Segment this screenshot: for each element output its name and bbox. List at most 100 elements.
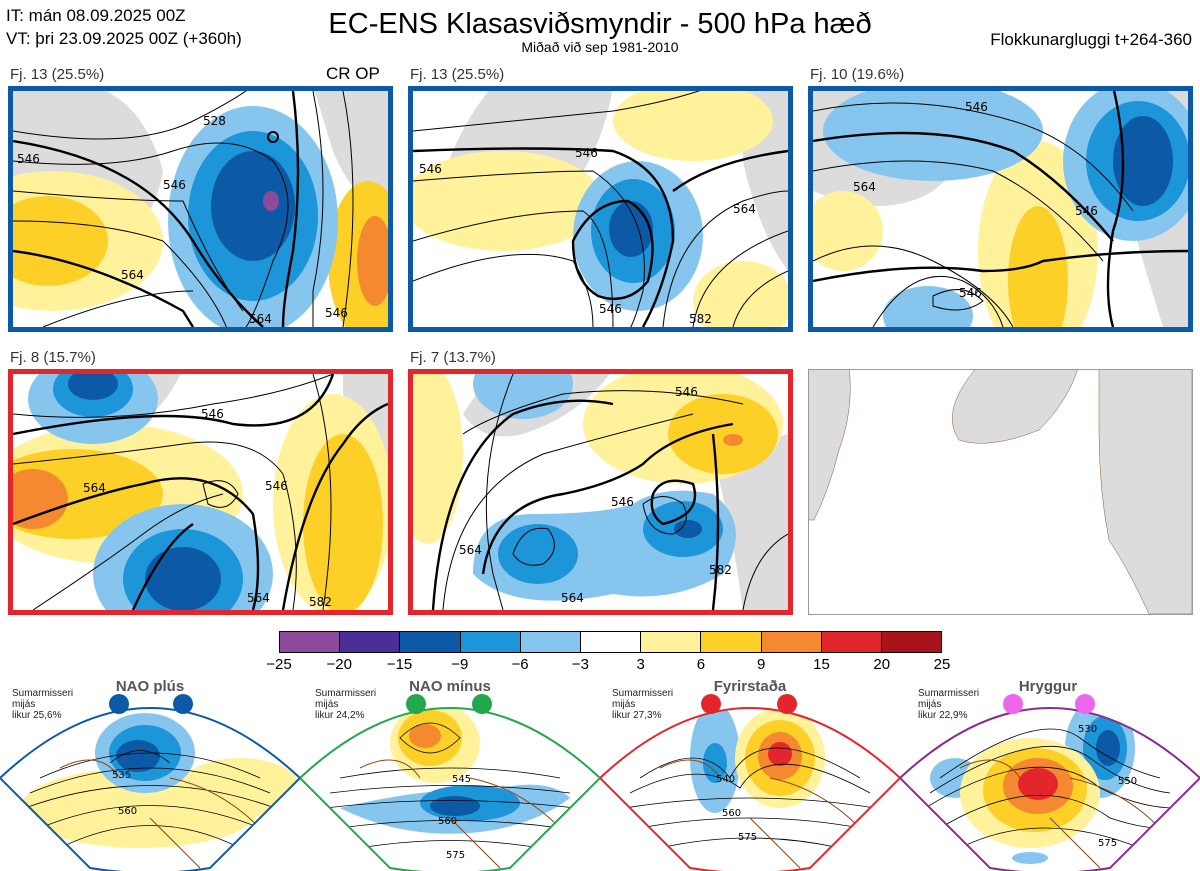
contour-label: 564 — [249, 312, 272, 326]
contour-label: 545 — [452, 774, 471, 785]
regime-map-svg: 535 560 — [0, 707, 300, 871]
low-center — [267, 131, 279, 143]
anomaly-negative-core — [703, 743, 727, 783]
init-time: IT: mán 08.09.2025 00Z — [6, 6, 186, 25]
contour-label: 564 — [459, 543, 482, 557]
anomaly-negative-south-core — [145, 547, 221, 610]
cluster-map-1[interactable]: 546 528 546 564 564 546 — [8, 86, 393, 332]
anomaly-positive-core — [1018, 768, 1058, 800]
cluster-map-3[interactable]: 546 564 546 546 — [808, 86, 1193, 332]
contour-label: 560 — [438, 816, 457, 827]
panel-3-label: Fj. 10 (19.6%) — [810, 66, 905, 83]
contour-label: 546 — [959, 286, 982, 300]
regime-frame — [0, 707, 300, 871]
contour-label: 546 — [201, 407, 224, 421]
height-contours-major — [431, 399, 734, 610]
regime-dot — [109, 694, 129, 714]
regime-dot — [472, 694, 492, 714]
map-svg: 546 546 564 564 582 — [413, 374, 788, 610]
colorbar-tick-label: −3 — [571, 656, 589, 673]
anomaly-positive-west — [813, 191, 883, 271]
height-contours — [13, 91, 354, 327]
anomaly-negative-core — [1096, 730, 1120, 766]
regime-map-svg: 540 560 575 — [600, 707, 900, 871]
height-contours — [24, 750, 276, 849]
regime-nao-plus[interactable]: Sumarmisseri mijás likur 25,6% NAO plús … — [0, 678, 300, 871]
base-map — [808, 369, 1193, 615]
colorbar-segment — [280, 632, 341, 652]
contour-label: 560 — [118, 806, 137, 817]
contour-label: 528 — [203, 114, 226, 128]
regime-ridge[interactable]: Sumarmisseri mijás likur 22,9% Hryggur 5… — [900, 678, 1200, 871]
contour-label: 582 — [309, 595, 332, 609]
regime-title: NAO plús — [115, 678, 185, 695]
map-svg: 546 564 546 546 — [813, 91, 1188, 327]
anomaly-negative-core — [211, 151, 295, 261]
contour-label: 575 — [446, 850, 465, 861]
colorbar-segment — [580, 632, 642, 652]
regime-dot — [701, 694, 721, 714]
contour-labels: 546 564 546 546 — [853, 100, 1098, 300]
contour-label: 546 — [163, 178, 186, 192]
contour-label: 575 — [1098, 838, 1117, 849]
contour-label: 535 — [112, 770, 131, 781]
regime-dot — [406, 694, 426, 714]
anomaly-positive-core — [409, 724, 441, 748]
contour-label: 546 — [599, 302, 622, 316]
regime-dot — [173, 694, 193, 714]
contour-label: 564 — [561, 591, 584, 605]
height-contours — [924, 728, 1176, 849]
anomaly-positive-core — [668, 394, 778, 474]
coastline — [959, 759, 1161, 869]
anomaly-negative-north — [473, 374, 573, 419]
regime-dot — [1003, 694, 1023, 714]
anomaly-negative-east-core — [1113, 116, 1173, 206]
colorbar-tick-label: −25 — [266, 656, 292, 673]
height-contours-major — [413, 147, 788, 327]
height-contours-major — [813, 91, 1188, 327]
contour-label: 564 — [733, 202, 756, 216]
colorbar-tick-label: 20 — [873, 656, 891, 673]
regime-dot — [777, 694, 797, 714]
anomaly-negative-peak — [263, 191, 279, 211]
contour-labels: 546 564 546 564 582 — [83, 407, 332, 609]
regime-info: Sumarmisseri mijás likur 22,9% — [918, 688, 980, 721]
contour-labels: 546 528 546 564 564 546 — [17, 114, 348, 326]
regime-blocking[interactable]: Sumarmisseri mijás likur 27,3% Fyrirstað… — [600, 678, 900, 871]
contour-label: 546 — [675, 385, 698, 399]
contour-label: 582 — [709, 563, 732, 577]
cluster-map-2[interactable]: 546 546 564 546 582 — [408, 86, 793, 332]
height-contours-major — [13, 374, 388, 610]
anomaly-negative-north-core — [68, 374, 118, 400]
colorbar-segment — [881, 632, 942, 652]
anomaly-positive-core — [13, 196, 108, 286]
regime-frame — [600, 707, 900, 871]
contour-label: 546 — [265, 479, 288, 493]
regime-title: NAO mínus — [409, 678, 491, 695]
anomaly-positive-core — [768, 742, 792, 766]
cluster-map-4[interactable]: 546 564 546 564 582 — [8, 369, 393, 615]
anomaly-positive — [413, 151, 603, 251]
map-svg: 546 546 564 546 582 — [413, 91, 788, 327]
colorbar-segment — [460, 632, 521, 652]
land-canada — [809, 370, 851, 521]
contour-label: 564 — [83, 481, 106, 495]
anomaly-negative-east-core — [674, 520, 702, 538]
anomaly-positive-peak — [723, 434, 743, 446]
colorbar-tick-label: −6 — [511, 656, 529, 673]
anomaly-negative-south — [1012, 852, 1048, 864]
anomaly-negative-north — [823, 91, 1043, 181]
header-times: IT: mán 08.09.2025 00Z VT: þri 23.09.202… — [6, 4, 242, 50]
contour-label: 582 — [689, 312, 712, 326]
contour-label: 546 — [575, 146, 598, 160]
regime-nao-minus[interactable]: Sumarmisseri mijás likur 24,2% NAO mínus… — [300, 678, 600, 871]
height-contours — [413, 91, 788, 327]
panel-5-label: Fj. 7 (13.7%) — [410, 349, 496, 366]
anomaly-negative-core — [430, 796, 480, 816]
colorbar-tick-label: 9 — [757, 656, 766, 673]
map-svg: 546 528 546 564 564 546 — [13, 91, 388, 327]
contour-label: 550 — [1118, 776, 1137, 787]
anomaly-negative-west-mid — [498, 524, 578, 584]
cluster-map-5[interactable]: 546 546 564 564 582 — [408, 369, 793, 615]
coastline — [359, 759, 561, 869]
